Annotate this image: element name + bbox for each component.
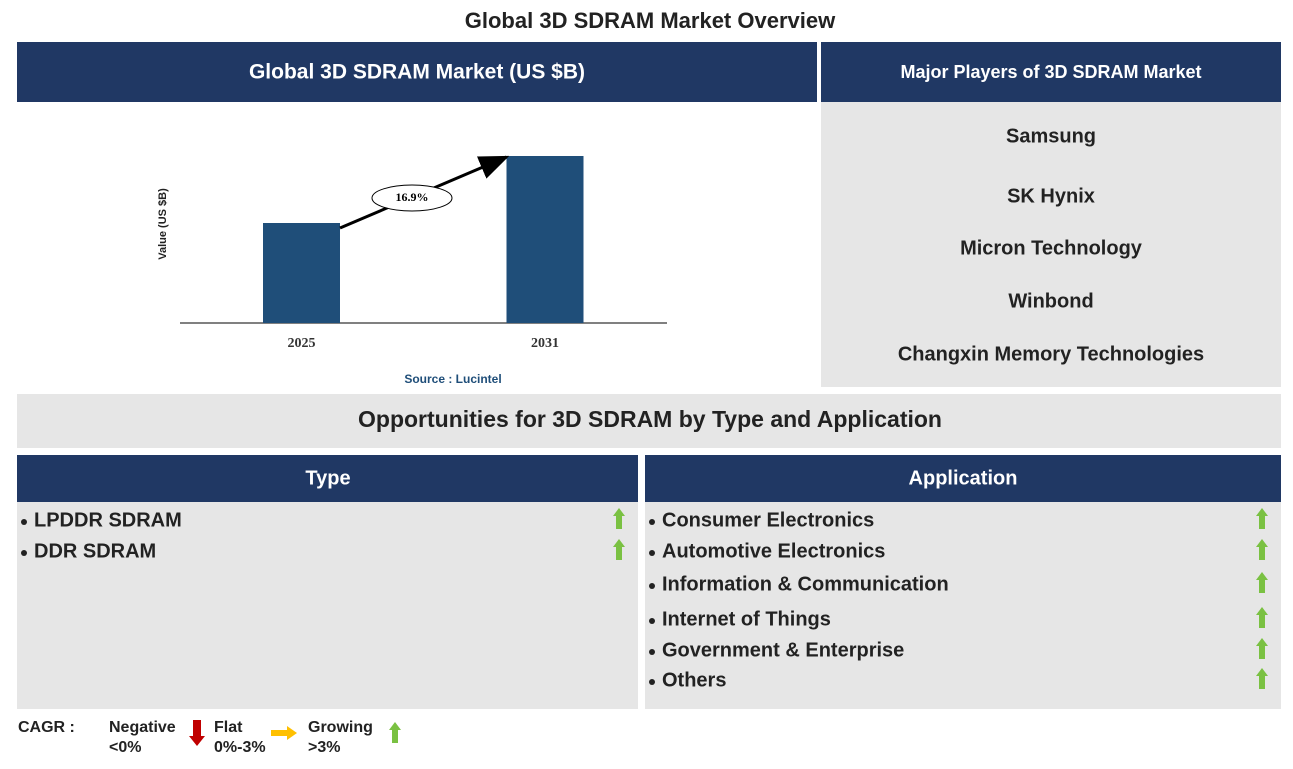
bullet [649, 618, 655, 624]
trend-arrow [1256, 539, 1268, 560]
list-item: Others [662, 669, 726, 691]
trend-arrow [271, 726, 297, 740]
page-title: Global 3D SDRAM Market Overview [465, 8, 836, 33]
list-item: LPDDR SDRAM [34, 509, 182, 531]
trend-arrow [1256, 607, 1268, 628]
players-header [821, 42, 1281, 102]
list-item: Government & Enterprise [662, 639, 904, 661]
list-item: Information & Communication [662, 573, 949, 595]
legend-range: <0% [109, 739, 141, 756]
list-item: Consumer Electronics [662, 509, 874, 531]
x-tick-label: 2031 [531, 336, 559, 351]
trend-arrow [1256, 668, 1268, 689]
players-panel [821, 102, 1281, 387]
bullet [649, 550, 655, 556]
trend-arrow [613, 508, 625, 529]
player: SK Hynix [1007, 185, 1095, 207]
list-item: Internet of Things [662, 608, 831, 630]
trend-arrow [189, 720, 205, 746]
legend-range: 0%-3% [214, 739, 266, 756]
bullet [649, 583, 655, 589]
bar [506, 156, 584, 323]
players-title: Major Players of 3D SDRAM Market [900, 62, 1201, 82]
legend-range: >3% [308, 739, 340, 756]
application-header [645, 455, 1281, 502]
list-item: Automotive Electronics [662, 540, 885, 562]
opportunities-title: Opportunities for 3D SDRAM by Type and A… [358, 406, 942, 432]
trend-arrow [1256, 638, 1268, 659]
bullet [649, 519, 655, 525]
legend-name: Negative [109, 719, 176, 736]
legend-name: Growing [308, 719, 373, 736]
annotation: 16.9% [396, 190, 429, 204]
player: Samsung [1006, 125, 1096, 147]
application-panel [645, 502, 1281, 709]
trend-arrow [1256, 572, 1268, 593]
application-header-text: Application [909, 467, 1018, 489]
chart-title: Global 3D SDRAM Market (US $B) [249, 61, 585, 84]
trend-arrow [389, 722, 401, 743]
type-header-text: Type [305, 467, 350, 489]
bullet [21, 550, 27, 556]
legend-name: Flat [214, 719, 243, 736]
player: Micron Technology [960, 237, 1143, 259]
annotation-bubble [371, 184, 453, 212]
opportunities-banner [17, 394, 1281, 448]
bar [263, 223, 340, 323]
bullet [649, 649, 655, 655]
trend-arrow [1256, 508, 1268, 529]
player: Winbond [1008, 290, 1093, 312]
legend-label: CAGR : [18, 719, 75, 736]
bullet [21, 519, 27, 525]
x-tick-label: 2025 [288, 336, 316, 351]
bullet [649, 679, 655, 685]
y-axis-label: Value (US $B) [157, 188, 169, 260]
chart-header [17, 42, 817, 102]
trend-arrow [613, 539, 625, 560]
type-panel [17, 502, 638, 709]
source: Source : Lucintel [404, 372, 501, 386]
type-header [17, 455, 638, 502]
list-item: DDR SDRAM [34, 540, 156, 562]
player: Changxin Memory Technologies [898, 343, 1204, 365]
